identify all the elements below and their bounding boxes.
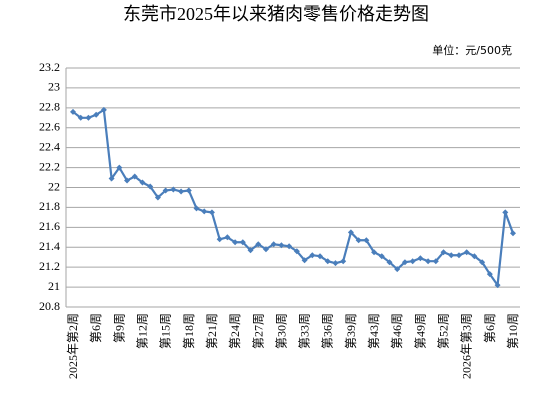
point-marker [201, 208, 208, 215]
point-marker [347, 229, 354, 236]
point-marker [355, 237, 362, 244]
series-line [72, 107, 515, 289]
x-tick-label: 第39周 [344, 313, 358, 349]
x-tick-label: 第52周 [437, 313, 451, 349]
point-marker [239, 239, 246, 246]
y-tick-label: 22.2 [39, 159, 60, 173]
point-marker [93, 111, 100, 118]
point-marker [178, 188, 185, 195]
point-marker [401, 259, 408, 266]
x-tick-label: 第10周 [506, 313, 520, 349]
unit-label: 单位：元/500克 [432, 43, 512, 57]
x-tick-label: 第18周 [182, 313, 196, 349]
y-tick-label: 22 [48, 179, 60, 193]
x-tick-label: 第46周 [390, 313, 404, 349]
y-tick-label: 21.4 [39, 239, 60, 253]
point-marker [131, 173, 138, 180]
x-tick-label: 2025年第2周 [66, 313, 80, 379]
point-marker [255, 241, 262, 248]
point-marker [432, 258, 439, 265]
point-marker [502, 209, 509, 216]
point-marker [216, 236, 223, 243]
point-marker [471, 253, 478, 260]
x-tick-label: 第30周 [274, 313, 288, 349]
y-tick-label: 23 [48, 80, 60, 94]
point-marker [486, 271, 493, 278]
y-tick-label: 23.2 [39, 60, 60, 74]
y-tick-label: 20.8 [39, 299, 60, 313]
point-marker [247, 247, 254, 254]
point-marker [85, 114, 92, 121]
point-marker [278, 242, 285, 249]
point-marker [309, 252, 316, 259]
y-tick-label: 22.8 [39, 100, 60, 114]
point-marker [394, 266, 401, 273]
x-tick-label: 第6周 [89, 313, 103, 343]
point-marker [317, 253, 324, 260]
point-marker [77, 114, 84, 121]
point-marker [378, 253, 385, 260]
point-marker [363, 237, 370, 244]
point-marker [425, 258, 432, 265]
x-tick-label: 第12周 [135, 313, 149, 349]
point-marker [262, 246, 269, 253]
x-tick-label: 第24周 [228, 313, 242, 349]
y-tick-label: 21.2 [39, 259, 60, 273]
point-marker [494, 282, 501, 289]
point-marker [293, 248, 300, 255]
point-marker [371, 249, 378, 256]
point-marker [479, 259, 486, 266]
point-marker [224, 234, 231, 241]
point-marker [463, 249, 470, 256]
point-marker [440, 249, 447, 256]
point-marker [510, 230, 516, 237]
x-tick-label: 第49周 [413, 313, 427, 349]
point-marker [170, 186, 177, 193]
point-marker [324, 258, 331, 265]
point-marker [185, 187, 192, 194]
point-marker [332, 260, 339, 267]
x-tick-label: 第9周 [112, 313, 126, 343]
point-marker [455, 252, 462, 259]
x-tick-label: 第21周 [205, 313, 219, 349]
y-tick-label: 21 [48, 279, 60, 293]
y-tick-label: 21.8 [39, 199, 60, 213]
point-marker [286, 243, 293, 250]
point-marker [208, 209, 215, 216]
point-marker [409, 258, 416, 265]
point-marker [139, 179, 146, 186]
x-tick-label: 第43周 [367, 313, 381, 349]
x-tick-label: 第27周 [251, 313, 265, 349]
point-marker [232, 239, 239, 246]
point-marker [193, 205, 200, 212]
x-tick-label: 第6周 [483, 313, 497, 343]
point-marker [116, 164, 123, 171]
y-tick-label: 22.4 [39, 139, 60, 153]
point-marker [70, 108, 76, 115]
point-marker [124, 177, 131, 184]
point-marker [448, 252, 455, 259]
y-tick-label: 21.6 [39, 219, 60, 233]
point-marker [108, 175, 115, 182]
point-marker [162, 187, 169, 194]
point-marker [270, 241, 277, 248]
x-tick-label: 第15周 [159, 313, 173, 349]
point-marker [147, 183, 154, 190]
point-marker [417, 255, 424, 262]
x-tick-label: 2026年第3周 [460, 313, 474, 379]
point-marker [386, 259, 393, 266]
y-tick-label: 22.6 [39, 120, 60, 134]
point-marker [100, 106, 107, 113]
x-tick-label: 第33周 [298, 313, 312, 349]
point-marker [301, 257, 308, 264]
chart-title: 东莞市2025年以来猪肉零售价格走势图 [123, 4, 429, 24]
point-marker [340, 258, 347, 265]
point-marker [154, 194, 161, 201]
x-tick-label: 第36周 [321, 313, 335, 349]
